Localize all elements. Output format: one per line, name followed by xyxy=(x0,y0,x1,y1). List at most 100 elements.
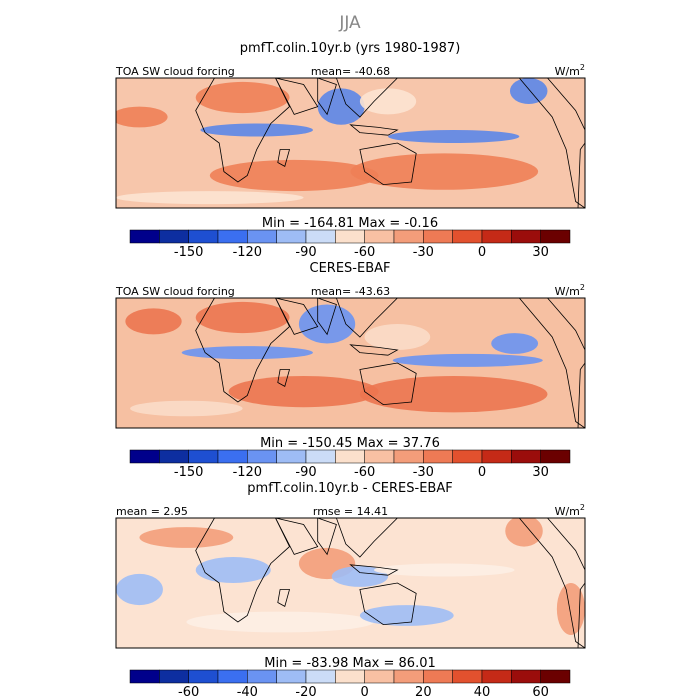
colorbar-swatch xyxy=(305,669,336,684)
map-field xyxy=(116,298,585,428)
colorbar-swatch xyxy=(364,229,395,244)
colorbar-swatch xyxy=(305,229,336,244)
coastline-s-america-tip xyxy=(577,582,585,648)
panel-center-label: mean= -43.63 xyxy=(311,285,390,298)
field-feature xyxy=(556,583,585,635)
units-base: W/m xyxy=(555,65,580,78)
colorbar-swatch xyxy=(423,229,453,244)
coastline-africa xyxy=(195,518,290,623)
panel-title: pmfT.colin.10yr.b - CERES-EBAF xyxy=(247,481,452,496)
coastline-americas xyxy=(518,298,585,428)
units-exponent: 2 xyxy=(580,503,585,512)
coastline-madagascar xyxy=(277,589,291,607)
colorbar-swatch xyxy=(276,229,307,244)
field-feature xyxy=(350,153,539,190)
colorbar-tick-label: 30 xyxy=(532,465,549,480)
colorbar-tick-label: -120 xyxy=(233,465,263,480)
units-exponent: 2 xyxy=(580,283,585,292)
colorbar-swatch xyxy=(335,669,365,684)
panel-title: pmfT.colin.10yr.b (yrs 1980-1987) xyxy=(240,41,461,56)
field-feature xyxy=(388,130,520,143)
map-frame xyxy=(115,77,586,209)
field-feature xyxy=(195,301,290,334)
field-feature xyxy=(209,159,379,192)
coastline-australia xyxy=(359,582,417,626)
colorbar-swatch xyxy=(188,229,219,244)
coastline-arabia xyxy=(275,518,319,555)
colorbar-tick-label: -30 xyxy=(413,245,434,260)
colorbar-swatch xyxy=(335,449,365,464)
colorbar-tick-label: 40 xyxy=(474,685,491,700)
colorbar-swatch xyxy=(540,669,571,684)
field-feature xyxy=(392,353,543,367)
field-feature xyxy=(505,518,543,547)
coastline-americas xyxy=(518,78,585,208)
colorbar-tick-label: 20 xyxy=(415,685,432,700)
minmax-label: Min = -164.81 Max = -0.16 xyxy=(262,216,438,231)
coastline-indonesia xyxy=(349,564,399,576)
colorbar-tick-label: -150 xyxy=(174,245,204,260)
colorbar-tick-label: -60 xyxy=(354,465,375,480)
colorbar-tick-label: -30 xyxy=(413,465,434,480)
panel-left-label: TOA SW cloud forcing xyxy=(115,285,235,298)
field-feature xyxy=(228,376,379,408)
panel-units-label: W/m2 xyxy=(555,283,585,298)
coastline-indonesia xyxy=(349,344,399,356)
colorbar-swatch xyxy=(217,669,248,684)
colorbar: -60 -40 -20 0 20 40 60 xyxy=(129,669,571,700)
colorbar-swatch xyxy=(393,449,424,464)
colorbar-swatch xyxy=(335,229,365,244)
colorbar-tick-label: -60 xyxy=(354,245,375,260)
colorbar-tick-label: -40 xyxy=(237,685,258,700)
coastline-india xyxy=(317,78,337,116)
panel-units-label: W/m2 xyxy=(555,63,585,78)
colorbar-swatch xyxy=(452,229,483,244)
panels-group: pmfT.colin.10yr.b (yrs 1980-1987) TOA SW … xyxy=(115,41,586,700)
field-feature xyxy=(509,78,548,104)
colorbar-swatch xyxy=(540,449,571,464)
field-feature xyxy=(373,563,515,577)
colorbar-swatch xyxy=(159,449,189,464)
colorbar-tick-label: -120 xyxy=(233,245,263,260)
field-feature xyxy=(116,191,304,205)
field-feature xyxy=(200,123,313,137)
colorbar-swatch xyxy=(305,449,336,464)
units-exponent: 2 xyxy=(580,63,585,72)
colorbar-swatch xyxy=(393,229,424,244)
colorbar-swatch xyxy=(129,669,160,684)
panel-center-label: rmse = 14.41 xyxy=(313,505,388,518)
field-feature xyxy=(195,81,290,114)
coastline-americas xyxy=(518,518,585,648)
coastline-india xyxy=(317,518,337,556)
panel-title: CERES-EBAF xyxy=(310,261,391,276)
coastline-africa xyxy=(195,298,290,403)
colorbar-tick-label: -60 xyxy=(178,685,199,700)
colorbar-tick-label: -20 xyxy=(295,685,316,700)
colorbar-swatch xyxy=(188,669,219,684)
coastline-se-asia xyxy=(335,518,398,558)
map-field xyxy=(116,78,585,208)
colorbar-tick-label: -150 xyxy=(174,465,204,480)
field-feature xyxy=(186,611,374,633)
colorbar-swatch xyxy=(217,229,248,244)
field-feature xyxy=(331,566,389,587)
colorbar: -150 -120 -90 -60 -30 0 30 xyxy=(129,229,571,260)
colorbar-swatch xyxy=(276,669,307,684)
season-title: JJA xyxy=(338,13,361,33)
colorbar-tick-label: 0 xyxy=(478,245,486,260)
field-feature xyxy=(359,605,454,626)
panel-units-label: W/m2 xyxy=(555,503,585,518)
colorbar-swatch xyxy=(481,449,512,464)
colorbar-swatch xyxy=(393,669,424,684)
colorbar-swatch xyxy=(188,449,219,464)
colorbar-swatch xyxy=(247,669,277,684)
colorbar-swatch xyxy=(481,229,512,244)
colorbar-swatch xyxy=(364,449,395,464)
colorbar-tick-label: 0 xyxy=(478,465,486,480)
coastline-se-asia xyxy=(335,298,398,338)
field-feature xyxy=(317,88,365,125)
map-field xyxy=(116,518,585,648)
colorbar-tick-label: 30 xyxy=(532,245,549,260)
